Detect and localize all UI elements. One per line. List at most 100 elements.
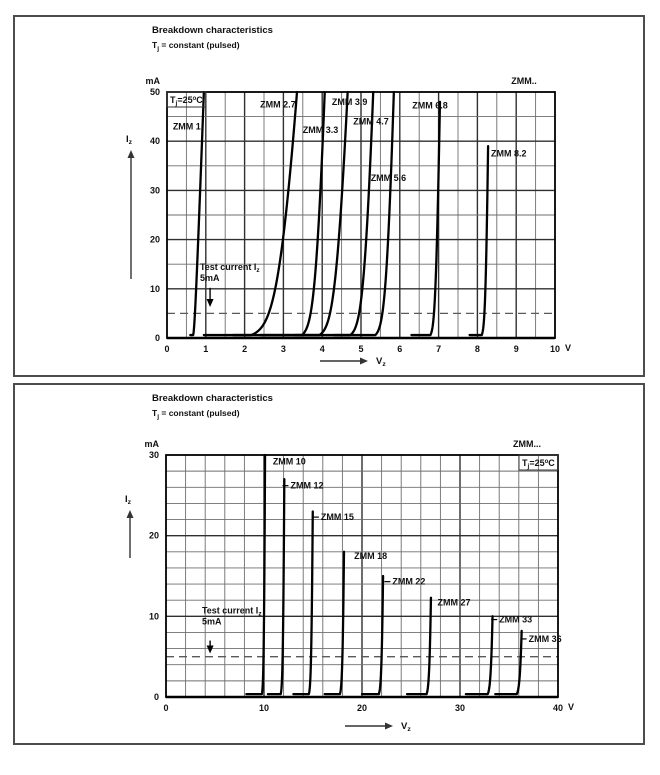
curve-zmm-8-2 [468, 144, 490, 337]
x-tick-7: 7 [436, 344, 441, 354]
chart-subtitle: Tj = constant (pulsed) [152, 408, 240, 421]
temp-label-box [166, 91, 207, 108]
x-tick-5: 5 [358, 344, 363, 354]
x-axis-label: Vz [401, 721, 411, 733]
y-axis-unit: mA [145, 76, 160, 86]
curve-label-zmm-4-7: ZMM 4.7 [353, 117, 389, 127]
chart-title: Breakdown characteristics [152, 25, 273, 36]
x-tick-2: 2 [242, 344, 247, 354]
chart-title: Breakdown characteristics [152, 393, 273, 404]
test-current-arrow-head [206, 299, 214, 308]
x-tick-0: 0 [163, 703, 168, 713]
x-axis-label: Vz [376, 356, 386, 368]
x-axis-unit: V [568, 702, 574, 712]
curve-label-zmm-5-6: ZMM 5.6 [371, 173, 407, 183]
x-tick-8: 8 [475, 344, 480, 354]
curve-label-zmm-15: ZMM 15 [321, 512, 354, 522]
x-axis-unit: V [565, 343, 571, 353]
curve-label-zmm-22: ZMM 22 [392, 577, 425, 587]
x-tick-0: 0 [164, 344, 169, 354]
temp-label: Tj=25oC [170, 95, 203, 107]
y-tick-10: 10 [149, 611, 159, 621]
curve-zmm-10 [245, 453, 267, 696]
x-tick-40: 40 [553, 703, 563, 713]
test-current-annotation-line1: Test current Iz [202, 606, 262, 618]
curve-label-zmm-1: ZMM 1 [173, 121, 201, 131]
y-tick-20: 20 [150, 235, 160, 245]
subtitle-base: T [152, 408, 158, 418]
y-tick-30: 30 [149, 450, 159, 460]
test-current-annotation-line2: 5mA [202, 617, 222, 627]
curve-label-zmm-3-3: ZMM 3.3 [303, 125, 339, 135]
curve-zmm-12 [266, 478, 286, 696]
x-tick-1: 1 [203, 344, 208, 354]
x-tick-10: 10 [259, 703, 269, 713]
temp-label-box [518, 454, 559, 471]
x-tick-4: 4 [320, 344, 325, 354]
test-current-annotation-line2: 5mA [200, 273, 220, 283]
test-current-arrow-head [206, 645, 214, 654]
y-tick-30: 30 [150, 185, 160, 195]
curve-label-zmm-12: ZMM 12 [290, 481, 323, 491]
curve-label-zmm-33: ZMM 33 [499, 615, 532, 625]
curve-zmm-1 [189, 90, 206, 337]
curve-zmm-2-7 [202, 90, 299, 337]
y-tick-20: 20 [149, 531, 159, 541]
vz-arrow-head [385, 722, 393, 730]
x-tick-6: 6 [397, 344, 402, 354]
curve-zmm-3-9 [258, 90, 349, 337]
curve-zmm-15 [292, 510, 314, 696]
curves [245, 453, 523, 696]
x-tick-30: 30 [455, 703, 465, 713]
vz-arrow-head [360, 357, 368, 365]
axis-ticks: 0 10 20 30 0 10 20 30 40 V [149, 450, 574, 713]
curve-label-zmm-18: ZMM 18 [354, 551, 387, 561]
x-tick-3: 3 [281, 344, 286, 354]
curve-zmm-36 [494, 629, 523, 696]
y-tick-10: 10 [150, 284, 160, 294]
subtitle-subscript: j [157, 413, 160, 421]
curve-zmm-6-8 [410, 100, 442, 337]
curve-zmm-5-6 [332, 90, 395, 337]
curve-label-zmm-2-7: ZMM 2.7 [260, 99, 296, 109]
grid [167, 92, 555, 338]
curve-labels: ZMM 1 ZMM 2.7 ZMM 3.3 ZMM 3.9 ZMM 4.7 ZMM 5.6… [173, 97, 527, 183]
chart-subtitle: Tj = constant (pulsed) [152, 40, 240, 53]
x-tick-9: 9 [514, 344, 519, 354]
curve-zmm-4-7 [293, 90, 375, 337]
curve-label-zmm-6-8: ZMM 6.8 [412, 100, 448, 110]
breakdown-panel-high-voltage: Breakdown characteristics Tj = constant … [13, 383, 645, 745]
curve-label-zmm-27: ZMM 27 [437, 598, 470, 608]
grid [166, 455, 558, 697]
y-tick-0: 0 [154, 692, 159, 702]
curve-labels: ZMM 10 ZMM 12 ZMM 15 ZMM 18 ZMM 22 ZMM 27 ZMM … [273, 456, 562, 643]
curve-zmm-22 [360, 574, 385, 696]
breakdown-chart-0-10v: ZMM 1 ZMM 2.7 ZMM 3.3 ZMM 3.9 ZMM 4.7 ZMM 5.6… [126, 76, 571, 368]
curve-zmm-27 [405, 596, 433, 696]
axis-ticks: 0 10 20 30 40 50 0 1 2 3 4 5 6 7 8 9 10 V [150, 87, 571, 354]
test-current-annotation-line1: Test current Iz [200, 262, 260, 274]
series-family-label: ZMM.. [511, 76, 537, 86]
curve-zmm-3-3 [231, 90, 326, 337]
iz-arrow-head [126, 510, 134, 518]
subtitle-rest: = constant (pulsed) [159, 40, 240, 50]
series-family-label: ZMM... [513, 439, 541, 449]
y-tick-0: 0 [155, 333, 160, 343]
x-tick-20: 20 [357, 703, 367, 713]
subtitle-rest: = constant (pulsed) [159, 408, 240, 418]
y-tick-50: 50 [150, 87, 160, 97]
curves [189, 90, 490, 337]
curve-zmm-18 [323, 550, 346, 696]
curve-label-zmm-3-9: ZMM 3.9 [332, 97, 368, 107]
y-axis-label: Iz [126, 134, 133, 146]
curve-zmm-33 [464, 615, 494, 696]
curve-label-zmm-8-2: ZMM 8.2 [491, 149, 527, 159]
y-tick-40: 40 [150, 136, 160, 146]
breakdown-chart-0-40v: ZMM 10 ZMM 12 ZMM 15 ZMM 18 ZMM 22 ZMM 27 ZMM … [125, 439, 574, 733]
subtitle-base: T [152, 40, 158, 50]
curve-label-zmm-10: ZMM 10 [273, 456, 306, 466]
x-tick-10: 10 [550, 344, 560, 354]
y-axis-unit: mA [144, 439, 159, 449]
iz-arrow-head [127, 150, 135, 158]
y-axis-label: Iz [125, 494, 132, 506]
